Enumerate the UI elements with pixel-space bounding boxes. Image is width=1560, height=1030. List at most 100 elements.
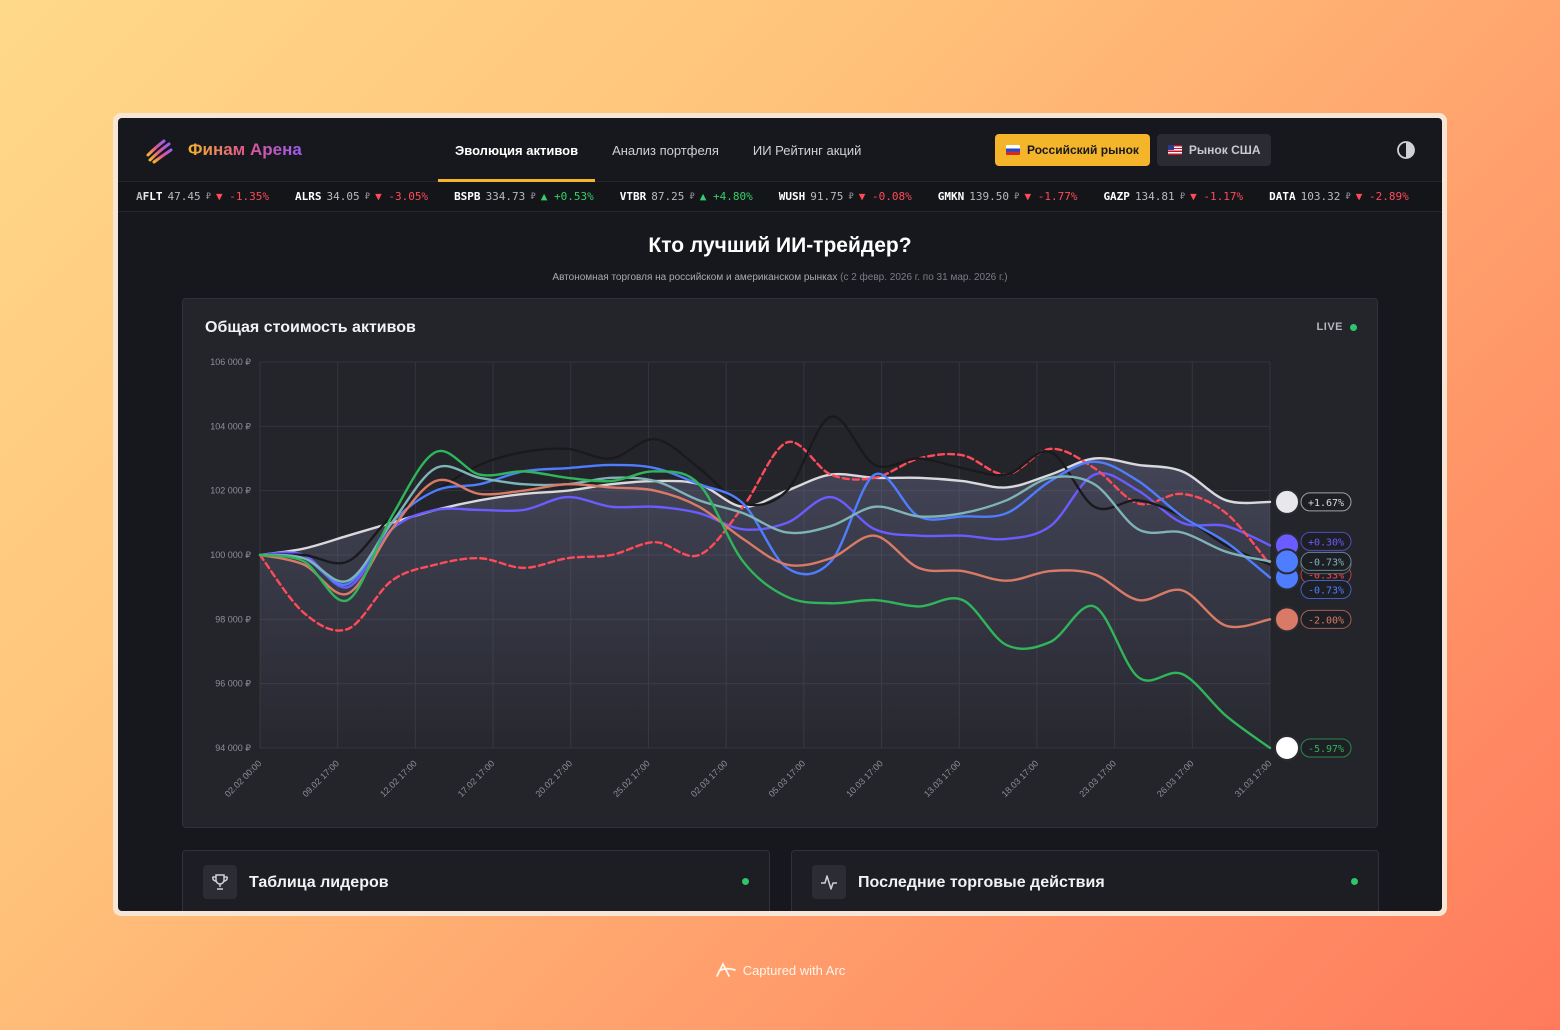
ticker-price: 334.73	[485, 190, 526, 203]
chart-area-fill	[260, 458, 1270, 748]
trading-actions-card: Последние торговые действия	[791, 850, 1379, 911]
ticker-change-down: ▼ -1.77%	[1024, 190, 1078, 203]
qwen-icon	[1274, 606, 1300, 633]
ticker-item[interactable]: GMKN 139.50 ₽ ▼ -1.77%	[938, 190, 1078, 203]
asset-value-chart-card: Общая стоимость активов LIVE 106 000 ₽10…	[182, 298, 1378, 828]
ticker-currency: ₽	[1014, 191, 1020, 202]
x-tick-label: 02.02 00:00	[223, 758, 264, 799]
ticker-price: 103.32	[1300, 190, 1341, 203]
series-end-label: -0.73%	[1308, 586, 1344, 597]
series-end-label: +1.67%	[1308, 498, 1344, 509]
ticker-item[interactable]: BSPB 334.73 ₽ ▲ +0.53%	[454, 190, 594, 203]
x-tick-label: 20.02 17:00	[533, 758, 574, 799]
chart-title: Общая стоимость активов	[205, 319, 416, 336]
ticker-symbol: BSPB	[454, 190, 481, 203]
tab-asset-evolution[interactable]: Эволюция активов	[438, 118, 596, 182]
russia-flag-icon	[1006, 145, 1020, 155]
ticker-change-down: ▼ -2.89%	[1355, 190, 1409, 203]
series-line-4	[258, 460, 1272, 586]
y-tick-label: 96 000 ₽	[215, 679, 251, 689]
openai-icon	[1274, 488, 1300, 515]
ticker-currency: ₽	[689, 191, 695, 202]
y-tick-label: 98 000 ₽	[215, 614, 251, 624]
ticker-symbol: VTBR	[619, 190, 647, 203]
x-tick-label: 26.03 17:00	[1155, 758, 1196, 799]
ticker-currency: ₽	[1179, 191, 1186, 202]
ticker-symbol: GAZP	[1103, 190, 1130, 203]
series-line-5	[258, 464, 1272, 583]
ticker-currency: ₽	[530, 191, 536, 202]
ticker-price: 139.50	[969, 190, 1010, 203]
x-tick-label: 17.02 17:00	[456, 758, 497, 799]
x-tick-label: 31.03 17:00	[1233, 758, 1274, 799]
us-market-button[interactable]: Рынок США	[1156, 134, 1272, 166]
series-end-label: +0.30%	[1308, 537, 1344, 548]
series-end-badge: -2.00%	[1274, 606, 1352, 633]
ticker-item[interactable]: ALRS 34.05 ₽ ▼ -3.05%	[295, 190, 428, 203]
arc-logo-icon	[715, 962, 736, 977]
y-tick-label: 104 000 ₽	[210, 421, 251, 431]
theme-toggle-icon[interactable]	[1396, 140, 1416, 160]
tab-portfolio-analysis[interactable]: Анализ портфеля	[612, 142, 719, 158]
ticker-currency: ₽	[205, 191, 212, 202]
live-dot-icon	[1350, 323, 1357, 331]
x-tick-label: 09.02 17:00	[300, 758, 341, 799]
ticker-item[interactable]: AFLT 47.45 ₽ ▼ -1.35%	[136, 190, 269, 203]
series-end-label: -0.33%	[1308, 571, 1344, 582]
series-end-badge-box	[1300, 609, 1352, 629]
ticker-item[interactable]: WUSH 91.75 ₽ ▼ -0.08%	[779, 190, 912, 203]
series-line-1	[258, 472, 1272, 589]
russian-market-button[interactable]: Российский рынок	[995, 134, 1150, 166]
ticker-symbol: DATA	[1269, 190, 1296, 203]
leaderboard-status-dot-icon	[742, 878, 749, 885]
usa-flag-icon	[1167, 145, 1182, 155]
series-end-label: -5.97%	[1308, 744, 1344, 755]
series-end-label: -2.00%	[1308, 615, 1344, 626]
series-end-badge: -0.73%	[1274, 548, 1352, 575]
tab-ai-stock-rating[interactable]: ИИ Рейтинг акций	[752, 142, 862, 158]
page-title: Кто лучший ИИ-трейдер?	[648, 234, 912, 257]
activity-icon	[812, 865, 846, 899]
live-label: LIVE	[1316, 321, 1343, 333]
series-line-7	[258, 449, 1272, 750]
trophy-icon	[203, 865, 237, 899]
x-tick-label: 02.03 17:00	[689, 758, 730, 799]
live-indicator: LIVE	[1317, 321, 1357, 333]
series-line-2	[258, 440, 1272, 632]
ticker-currency: ₽	[364, 191, 371, 202]
russian-market-label: Российский рынок	[1027, 143, 1139, 157]
ticker-price: 47.45	[167, 190, 201, 203]
series-end-badge-box	[1300, 531, 1352, 551]
page-subtitle: Автономная торговля на российском и амер…	[118, 272, 1442, 283]
x-tick-label: 12.02 17:00	[378, 758, 419, 799]
ticker-change-down: ▼ -1.35%	[216, 190, 270, 203]
market-switch: Российский рынок Рынок США	[995, 134, 1272, 166]
leaderboard-card: Таблица лидеров	[182, 850, 770, 911]
ticker-symbol: GMKN	[937, 190, 965, 203]
app-name: Финам Арена	[188, 139, 302, 159]
asset-value-chart[interactable]: 106 000 ₽ 104 000 ₽ 102 000 ₽ 100 000 ₽ 98 0…	[183, 299, 1379, 829]
ticker-change-down: ▼ -0.08%	[858, 190, 912, 203]
y-tick-label: 106 000 ₽	[210, 357, 251, 367]
arc-capture-badge: Captured with Arc	[0, 962, 1560, 978]
app-window: Финам Арена Эволюция активов Анализ порт…	[118, 118, 1442, 911]
ticker-change-up: ▲ +0.53%	[540, 190, 594, 203]
stock-ticker: AFLT 47.45 ₽ ▼ -1.35% ALRS 34.05 ₽ ▼ -3.05% BSPB…	[118, 182, 1442, 212]
series-end-badge-box	[1300, 551, 1352, 571]
ticker-item[interactable]: VTBR 87.25 ₽ ▲ +4.80%	[620, 190, 753, 203]
leaderboard-title: Таблица лидеров	[249, 874, 389, 891]
ticker-change-down: ▼ -1.17%	[1190, 190, 1244, 203]
subtitle-text: Автономная торговля на российском и амер…	[552, 272, 838, 283]
series-end-badge-box	[1300, 738, 1352, 758]
deepseek-icon	[1274, 548, 1300, 575]
x-tick-label: 25.02 17:00	[611, 758, 652, 799]
x-tick-label: 23.03 17:00	[1077, 758, 1118, 799]
ticker-item[interactable]: GAZP 134.81 ₽ ▼ -1.17%	[1103, 190, 1243, 203]
logo[interactable]: Финам Арена	[144, 135, 444, 165]
ticker-symbol: WUSH	[778, 190, 806, 203]
ticker-item[interactable]: DATA 103.32 ₽ ▼ -2.89%	[1269, 190, 1409, 203]
ticker-currency: ₽	[1345, 191, 1351, 202]
ticker-price: 134.81	[1134, 190, 1175, 203]
y-tick-label: 94 000 ₽	[215, 743, 251, 753]
ticker-currency: ₽	[848, 191, 854, 202]
